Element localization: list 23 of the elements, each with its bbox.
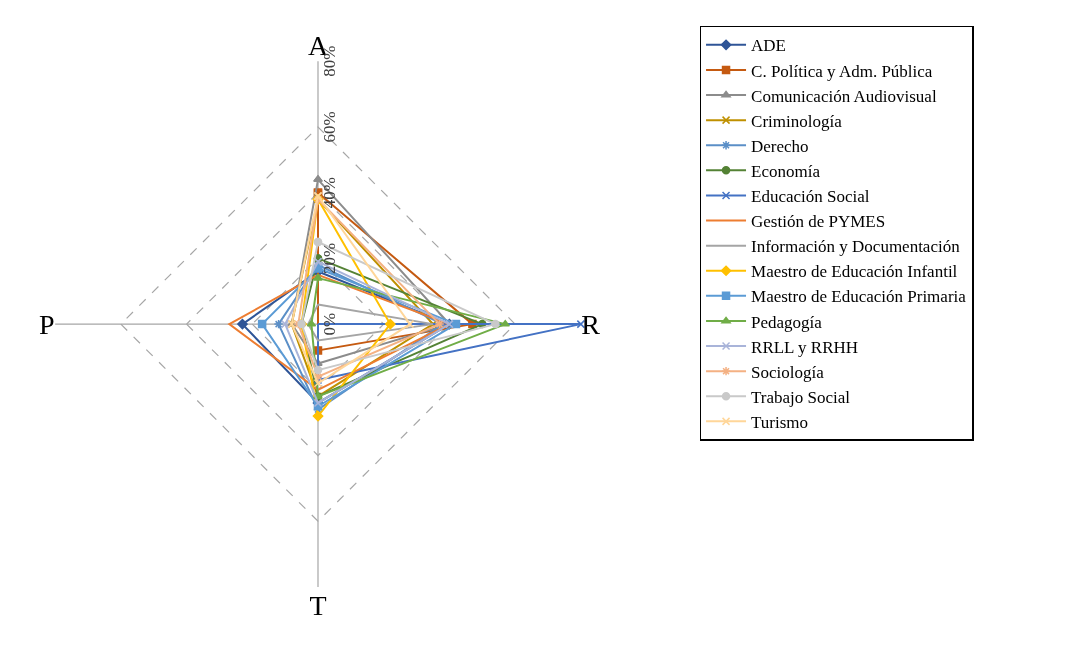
legend-label: Maestro de Educación Primaria (751, 287, 967, 307)
legend-label: Educación Social (751, 187, 870, 207)
legend-label: Derecho (751, 136, 809, 156)
legend-label: Criminología (751, 111, 843, 131)
y-tick-label: 40% (320, 177, 340, 209)
legend-label: Información y Documentación (751, 237, 961, 257)
legend-label: RRLL y RRHH (751, 337, 859, 357)
legend-label: C. Política y Adm. Pública (751, 61, 933, 81)
y-tick-label: 20% (320, 242, 340, 274)
spoke-label: T (309, 590, 327, 622)
legend-label: Gestión de PYMES (751, 212, 886, 232)
legend-label: Maestro de Educación Infantil (751, 262, 958, 282)
legend-label: Turismo (751, 412, 809, 432)
legend-label: ADE (751, 36, 786, 56)
legend-label: Pedagogía (751, 312, 823, 332)
y-tick-label: 60% (320, 111, 340, 143)
spoke-label: P (39, 308, 55, 340)
spoke-label: R (581, 308, 601, 340)
legend-label: Economía (751, 161, 821, 181)
y-tick-label: 0% (320, 312, 340, 336)
legend-label: Sociología (751, 362, 825, 382)
legend-label: Comunicación Audiovisual (751, 86, 937, 106)
legend-label: Trabajo Social (751, 387, 851, 407)
